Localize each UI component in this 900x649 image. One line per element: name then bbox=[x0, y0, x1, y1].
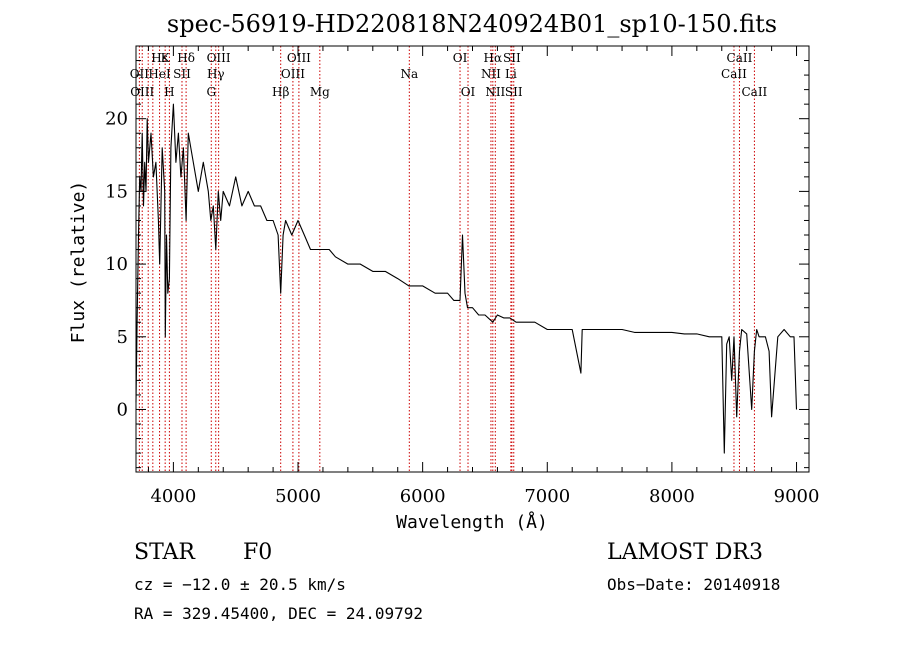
object-class: STAR bbox=[134, 540, 195, 565]
x-axis-label: Wavelength (Å) bbox=[396, 511, 548, 533]
emission-line-markers bbox=[138, 46, 755, 472]
x-tick-label: 8000 bbox=[649, 486, 695, 507]
line-label: OIII bbox=[281, 67, 305, 81]
line-label: Mg bbox=[310, 85, 330, 99]
x-tick-label: 4000 bbox=[150, 486, 196, 507]
line-label: Hε bbox=[151, 51, 168, 65]
y-tick-label: 15 bbox=[105, 181, 128, 202]
line-label: OII bbox=[130, 67, 150, 81]
line-label: NII bbox=[485, 85, 505, 99]
line-label: H bbox=[164, 85, 174, 99]
line-label: CaII bbox=[727, 51, 753, 65]
y-tick-label: 0 bbox=[117, 399, 128, 420]
line-label: K bbox=[161, 51, 171, 65]
plot-frame bbox=[135, 45, 810, 473]
object-subclass: F0 bbox=[243, 540, 273, 565]
line-label: OI bbox=[461, 85, 476, 99]
y-axis-label: Flux (relative) bbox=[68, 181, 89, 344]
line-label: OIII bbox=[207, 51, 231, 65]
line-label: SII bbox=[503, 51, 521, 65]
line-label: SII bbox=[173, 67, 191, 81]
redshift-cz: cz = −12.0 ± 20.5 km/s bbox=[134, 575, 346, 594]
line-label: OIII bbox=[287, 51, 311, 65]
spectrum-series bbox=[135, 103, 798, 454]
x-tick-label: 6000 bbox=[400, 486, 446, 507]
line-label: Hβ bbox=[272, 85, 289, 99]
y-axis-ticks: 0 5 10 15 20 bbox=[105, 60, 809, 469]
ra-dec-coordinates: RA = 329.45400, DEC = 24.09792 bbox=[134, 604, 423, 623]
line-label: Li bbox=[505, 67, 517, 81]
y-tick-label: 10 bbox=[105, 254, 128, 275]
line-label: Hγ bbox=[207, 67, 225, 81]
chart-title: spec-56919-HD220818N240924B01_sp10-150.f… bbox=[167, 10, 777, 38]
line-label: NII bbox=[481, 67, 501, 81]
x-tick-label: 7000 bbox=[524, 486, 570, 507]
y-tick-label: 20 bbox=[105, 109, 128, 130]
line-label: G bbox=[206, 85, 216, 99]
survey-name: LAMOST DR3 bbox=[607, 540, 763, 565]
line-label: CaII bbox=[721, 67, 747, 81]
observation-date: Obs−Date: 20140918 bbox=[607, 575, 781, 594]
line-label: CaII bbox=[741, 85, 767, 99]
line-label: SII bbox=[505, 85, 523, 99]
x-axis-ticks: 4000 5000 6000 7000 8000 9000 bbox=[147, 46, 820, 507]
line-label: Hδ bbox=[177, 51, 195, 65]
line-label: Na bbox=[400, 67, 418, 81]
x-tick-label: 9000 bbox=[774, 486, 820, 507]
x-tick-label: 5000 bbox=[275, 486, 321, 507]
line-label: Hα bbox=[484, 51, 503, 65]
line-label: HeI bbox=[148, 67, 171, 81]
line-label: OI bbox=[453, 51, 468, 65]
line-label: OIII bbox=[130, 85, 154, 99]
y-tick-label: 5 bbox=[117, 327, 128, 348]
spectrum-line bbox=[135, 103, 798, 454]
